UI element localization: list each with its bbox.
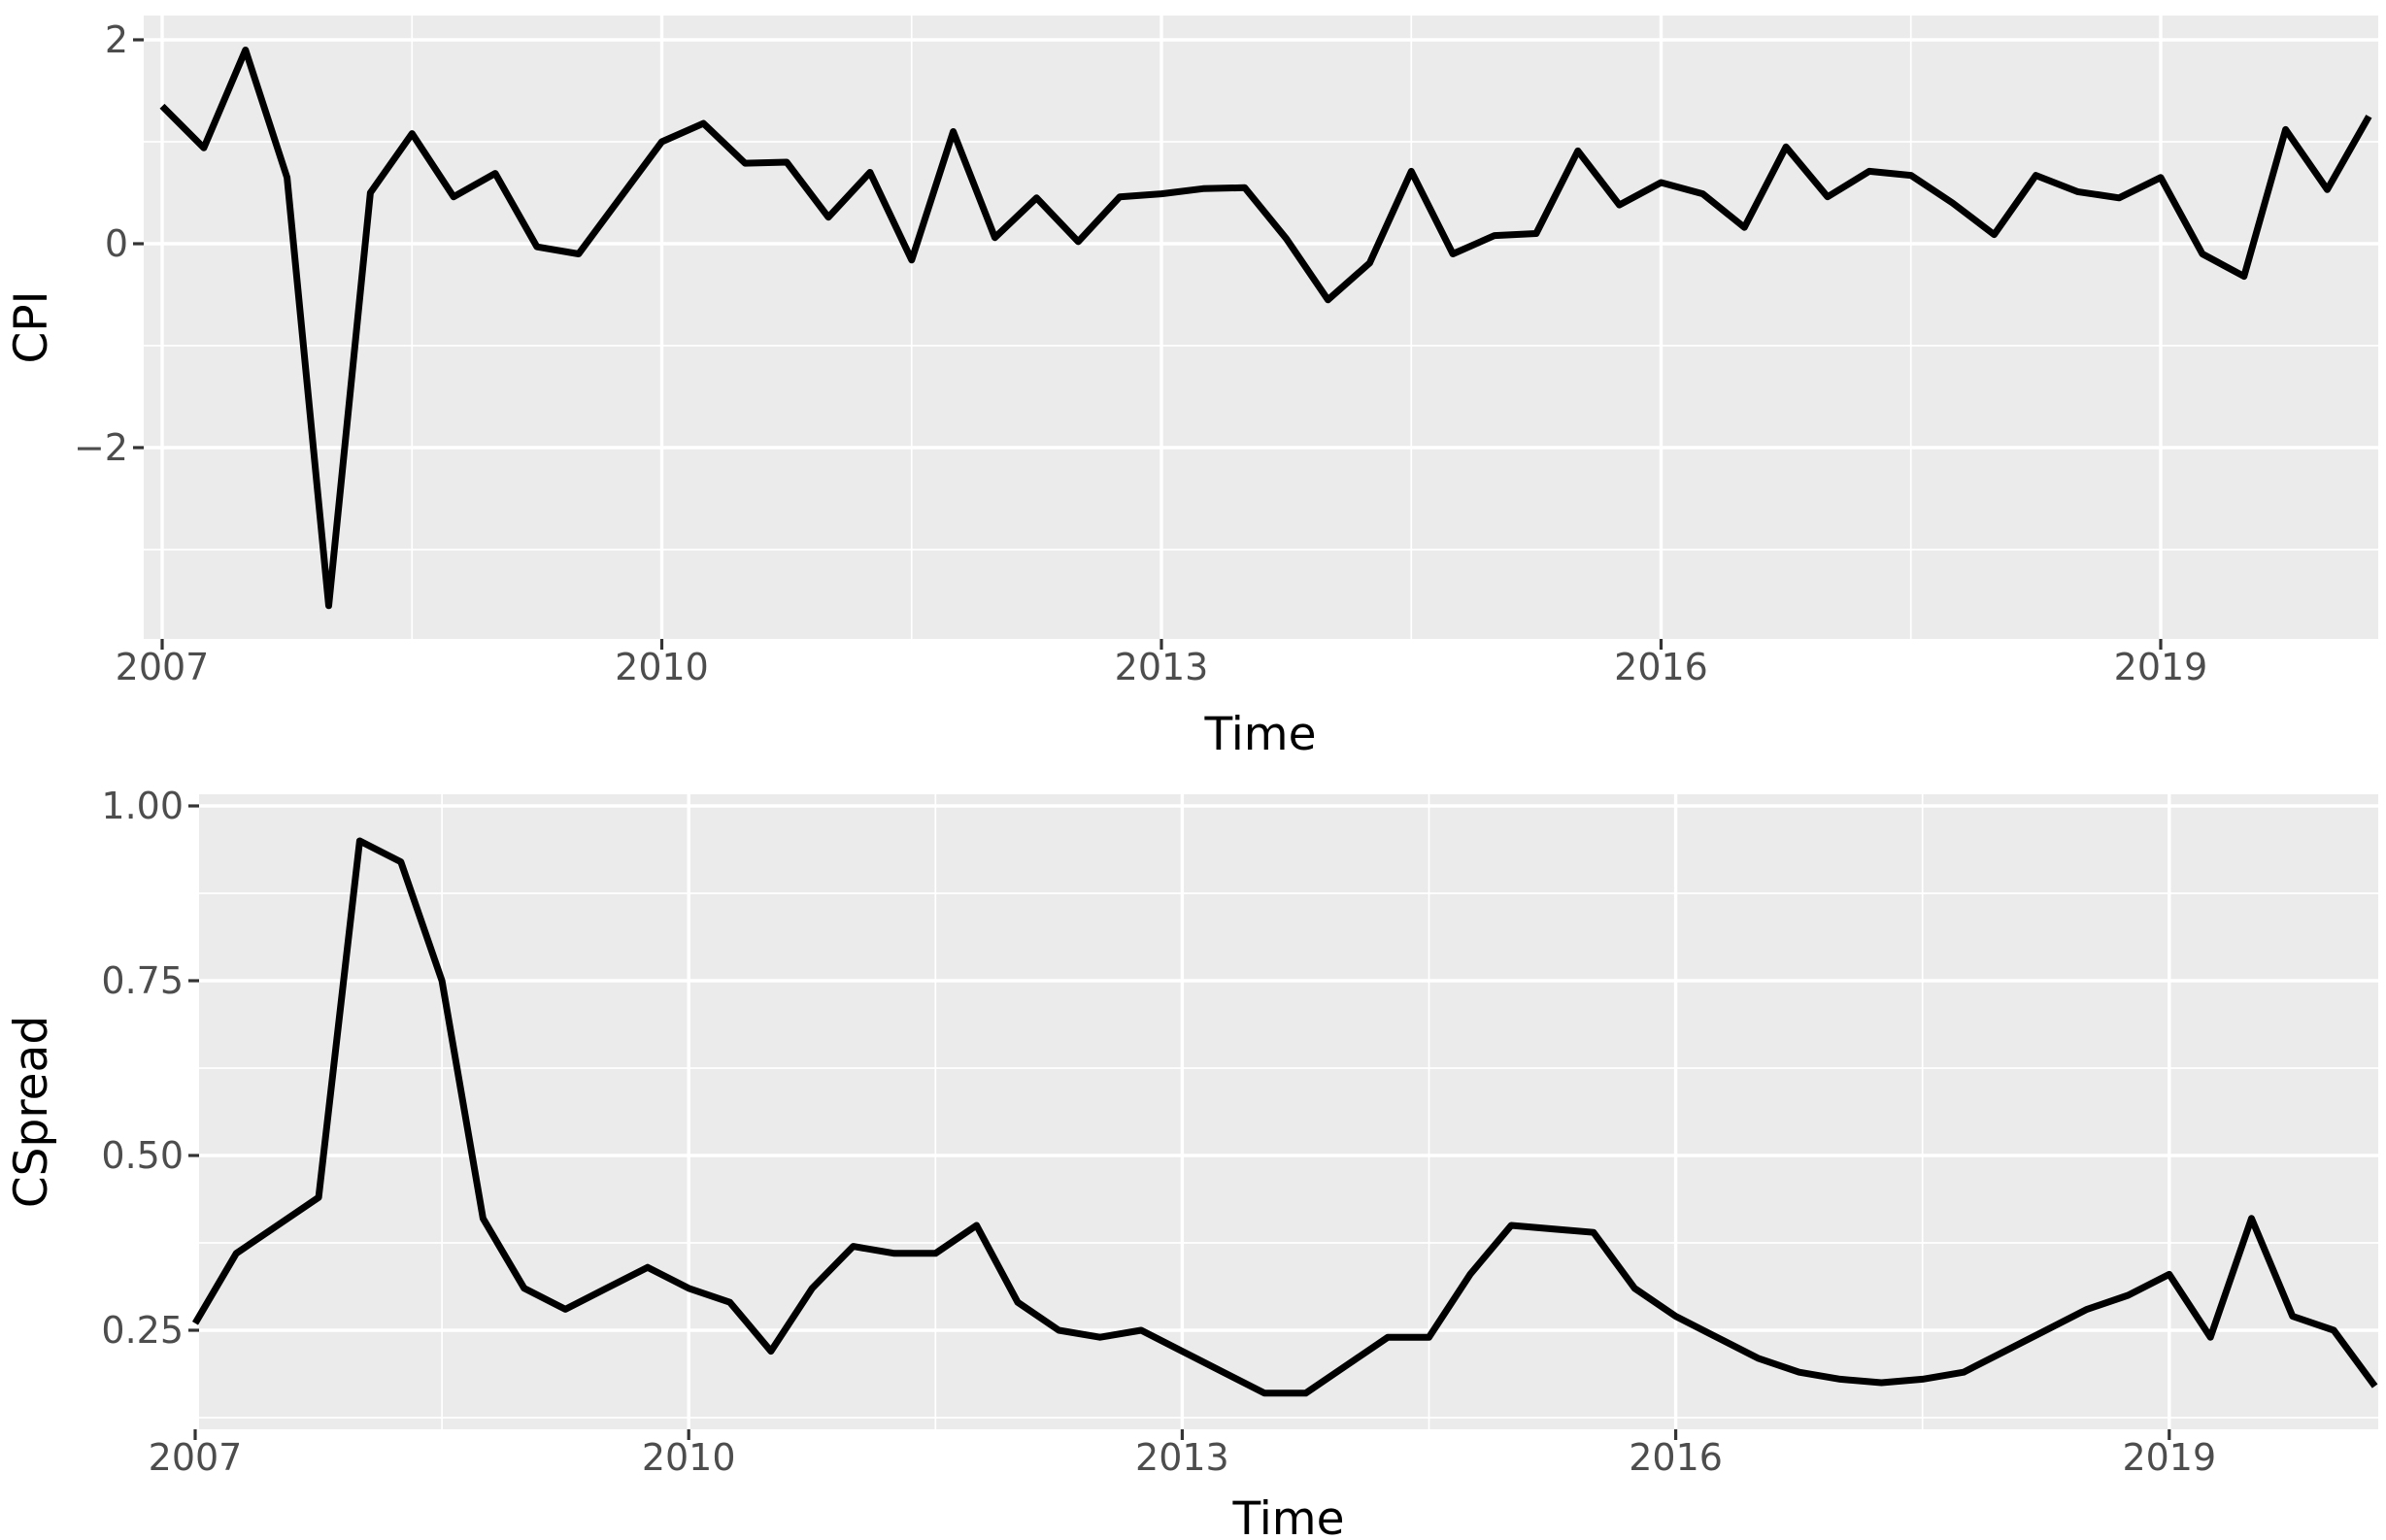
y-axis-title-cspread: CSpread bbox=[5, 1016, 58, 1208]
y-axis-title-cpi: CPI bbox=[5, 290, 58, 363]
axis-tick-marks bbox=[133, 38, 2163, 650]
y-tick-label: 1.00 bbox=[101, 785, 184, 827]
x-axis-title-time-top: Time bbox=[1203, 708, 1316, 761]
cpi-chart: 2007 2010 2013 2016 2019 2 0 −2 bbox=[74, 16, 2378, 688]
x-tick-label: 2016 bbox=[1629, 1436, 1723, 1479]
cpi-series-line bbox=[159, 47, 2372, 610]
grid-minor bbox=[199, 794, 2378, 1429]
panel-background bbox=[144, 16, 2378, 639]
x-tick-label: 2019 bbox=[2122, 1436, 2216, 1479]
grid-major bbox=[199, 794, 2378, 1429]
grid-minor bbox=[144, 16, 2378, 639]
axis-tick-marks bbox=[188, 804, 2171, 1440]
x-tick-label: 2007 bbox=[116, 646, 210, 688]
y-tick-label: −2 bbox=[74, 426, 128, 469]
y-tick-label: 2 bbox=[105, 18, 128, 61]
cspread-series-line bbox=[191, 837, 2378, 1397]
y-tick-label: 0.75 bbox=[101, 959, 184, 1002]
x-tick-label: 2010 bbox=[642, 1436, 736, 1479]
y-tick-label: 0.50 bbox=[101, 1134, 184, 1177]
panel-background bbox=[199, 794, 2378, 1429]
y-tick-label: 0.25 bbox=[101, 1309, 184, 1352]
x-axis-title-time-bottom: Time bbox=[1231, 1492, 1344, 1540]
cspread-chart: 2007 2010 2013 2016 2019 1.00 0.75 0.50 0.25 bbox=[101, 785, 2378, 1479]
y-tick-label: 0 bbox=[105, 222, 128, 265]
x-tick-label: 2013 bbox=[1115, 646, 1209, 688]
x-tick-label: 2016 bbox=[1614, 646, 1708, 688]
grid-major bbox=[144, 16, 2378, 639]
x-tick-label: 2007 bbox=[149, 1436, 243, 1479]
x-tick-label: 2013 bbox=[1135, 1436, 1229, 1479]
x-tick-label: 2019 bbox=[2114, 646, 2208, 688]
x-tick-label: 2010 bbox=[615, 646, 709, 688]
